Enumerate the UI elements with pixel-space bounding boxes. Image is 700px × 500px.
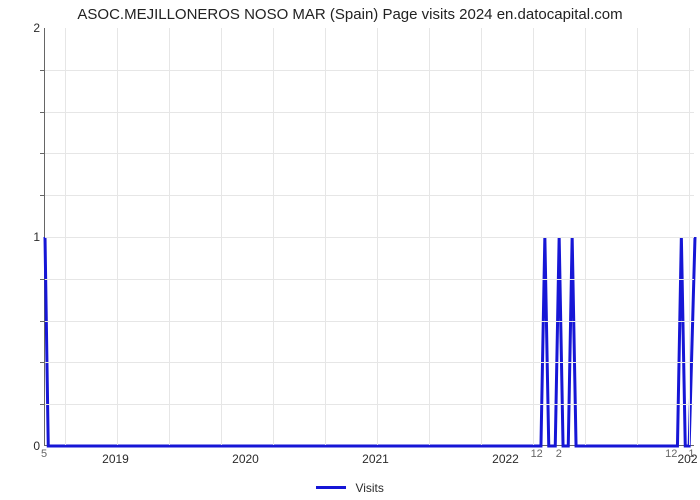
plot-area <box>44 28 694 446</box>
legend-swatch <box>316 486 346 489</box>
y-tick-label: 2 <box>10 21 40 35</box>
x-year-label: 2021 <box>362 452 389 466</box>
x-sub-label: 5 <box>41 448 47 460</box>
y-tick-label: 1 <box>10 230 40 244</box>
legend: Visits <box>0 480 700 495</box>
x-sub-label: 2 <box>556 448 562 460</box>
x-sub-label: 12 <box>665 448 677 460</box>
visits-line-chart: ASOC.MEJILLONEROS NOSO MAR (Spain) Page … <box>0 0 700 500</box>
x-sub-label: 1 <box>688 448 694 460</box>
gridline-horizontal <box>45 237 694 238</box>
gridline-horizontal-minor <box>45 112 694 113</box>
gridline-horizontal-minor <box>45 70 694 71</box>
gridline-horizontal-minor <box>45 404 694 405</box>
legend-label: Visits <box>355 481 383 495</box>
gridline-horizontal-minor <box>45 279 694 280</box>
x-year-label: 2020 <box>232 452 259 466</box>
x-year-label: 2019 <box>102 452 129 466</box>
gridline-horizontal-minor <box>45 362 694 363</box>
y-tick-label: 0 <box>10 439 40 453</box>
gridline-horizontal-minor <box>45 195 694 196</box>
x-year-label: 2022 <box>492 452 519 466</box>
gridline-horizontal-minor <box>45 153 694 154</box>
x-sub-label: 12 <box>531 448 543 460</box>
chart-title: ASOC.MEJILLONEROS NOSO MAR (Spain) Page … <box>0 0 700 23</box>
gridline-horizontal-minor <box>45 321 694 322</box>
